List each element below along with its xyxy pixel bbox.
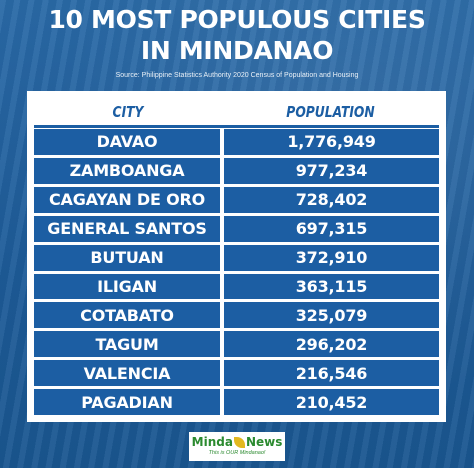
- city-cell: PAGADIAN: [34, 389, 220, 416]
- population-cell: 363,115: [224, 273, 439, 300]
- table-row: PAGADIAN 210,452: [34, 389, 439, 416]
- table-row: CAGAYAN DE ORO 728,402: [34, 186, 439, 213]
- table-row: TAGUM 296,202: [34, 331, 439, 358]
- table-row: ZAMBOANGA 977,234: [34, 157, 439, 184]
- population-cell: 210,452: [224, 389, 439, 416]
- table-row: COTABATO 325,079: [34, 302, 439, 329]
- city-cell: GENERAL SANTOS: [34, 215, 220, 242]
- title-line-1: 10 MOST POPULOUS CITIES: [48, 5, 426, 34]
- population-cell: 697,315: [224, 215, 439, 242]
- population-cell: 372,910: [224, 244, 439, 271]
- city-cell: BUTUAN: [34, 244, 220, 271]
- table-row: ILIGAN 363,115: [34, 273, 439, 300]
- city-cell: DAVAO: [34, 129, 220, 155]
- source-note: Source: Philippine Statistics Authority …: [115, 72, 359, 79]
- table-row: BUTUAN 372,910: [34, 244, 439, 271]
- city-cell: COTABATO: [34, 302, 220, 329]
- population-cell: 728,402: [224, 186, 439, 213]
- logo-tagline: This is OUR Mindanao!: [208, 450, 266, 456]
- population-cell: 216,546: [224, 360, 439, 387]
- logo-text-news: News: [245, 435, 283, 449]
- table-row: VALENCIA 216,546: [34, 360, 439, 387]
- logo-text-minda: Minda: [191, 435, 233, 449]
- population-cell: 1,776,949: [224, 129, 439, 155]
- city-cell: ILIGAN: [34, 273, 220, 300]
- mindanews-logo: Minda News This is OUR Mindanao!: [189, 432, 285, 461]
- leaf-icon: [233, 436, 245, 448]
- title-line-2: IN MINDANAO: [140, 36, 334, 65]
- city-cell: TAGUM: [34, 331, 220, 358]
- city-cell: ZAMBOANGA: [34, 157, 220, 184]
- header-population: POPULATION: [286, 103, 375, 121]
- table-row: DAVAO 1,776,949: [34, 129, 439, 155]
- population-cell: 977,234: [224, 157, 439, 184]
- page-title: 10 MOST POPULOUS CITIES IN MINDANAO: [0, 4, 474, 66]
- city-cell: CAGAYAN DE ORO: [34, 186, 220, 213]
- population-cell: 296,202: [224, 331, 439, 358]
- population-cell: 325,079: [224, 302, 439, 329]
- header-city: CITY: [112, 103, 144, 121]
- population-table: CITY POPULATION DAVAO 1,776,949 ZAMBOANG…: [27, 91, 446, 422]
- table-body: DAVAO 1,776,949 ZAMBOANGA 977,234 CAGAYA…: [34, 129, 439, 416]
- table-row: GENERAL SANTOS 697,315: [34, 215, 439, 242]
- city-cell: VALENCIA: [34, 360, 220, 387]
- table-header: CITY POPULATION: [34, 99, 439, 128]
